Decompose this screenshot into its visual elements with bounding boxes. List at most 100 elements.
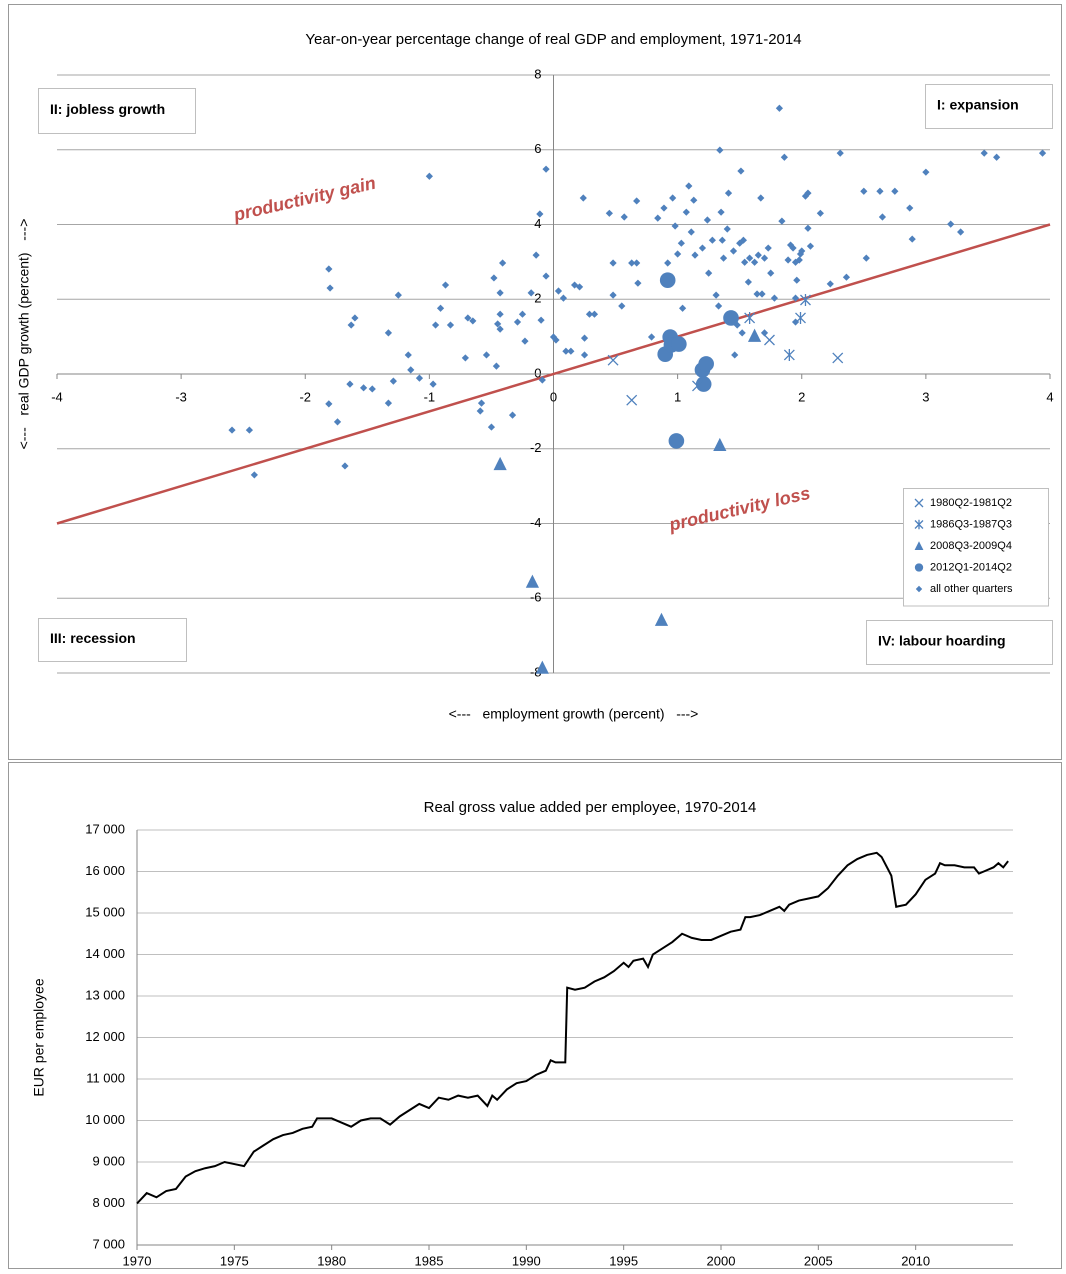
x-tick-label: 1995 <box>609 1253 638 1268</box>
x-tick-label: 1980 <box>317 1253 346 1268</box>
chart-title: Year-on-year percentage change of real G… <box>305 31 801 48</box>
point <box>607 354 619 366</box>
point <box>659 272 676 288</box>
point <box>862 254 870 262</box>
point <box>669 194 677 202</box>
y-tick-label: 14 000 <box>85 946 125 961</box>
point <box>660 204 668 212</box>
quadrant-label: IV: labour hoarding <box>878 633 1006 649</box>
point <box>326 284 334 292</box>
point <box>628 259 636 267</box>
point <box>671 222 679 230</box>
chart-frame <box>8 4 1062 760</box>
y-tick-label: 7 000 <box>92 1236 125 1251</box>
point <box>724 189 733 197</box>
point <box>692 380 703 392</box>
point <box>778 217 786 225</box>
chart-frame <box>8 762 1062 1269</box>
x-tick-label: 2010 <box>901 1253 930 1268</box>
point <box>490 274 498 282</box>
point <box>860 187 868 195</box>
point <box>562 347 570 355</box>
point <box>876 187 884 195</box>
point <box>922 168 930 176</box>
quadrant-label: II: jobless growth <box>50 101 165 117</box>
point <box>477 399 486 407</box>
point <box>245 426 253 434</box>
point <box>492 362 501 370</box>
point <box>767 269 775 277</box>
point <box>532 251 540 259</box>
point <box>464 314 472 322</box>
y-tick-label: -6 <box>530 590 542 605</box>
point <box>341 462 349 470</box>
point <box>425 172 433 180</box>
point <box>723 310 739 326</box>
point <box>713 437 727 452</box>
x-tick-label: -4 <box>51 389 63 404</box>
point <box>800 293 811 306</box>
point <box>906 204 914 212</box>
point <box>525 574 539 588</box>
point <box>695 376 712 392</box>
point <box>993 153 1001 161</box>
x-tick-label: 3 <box>922 389 929 404</box>
point <box>325 400 333 408</box>
point <box>783 348 795 361</box>
point <box>789 244 797 252</box>
point <box>1038 149 1047 157</box>
point <box>487 423 496 431</box>
point <box>980 149 988 157</box>
point <box>668 433 685 449</box>
y-tick-label: 16 000 <box>85 863 125 878</box>
point <box>554 287 563 295</box>
point <box>536 210 544 218</box>
y-tick-label: 4 <box>534 216 541 231</box>
x-tick-label: 1970 <box>123 1253 152 1268</box>
point <box>750 258 759 266</box>
point <box>842 273 851 281</box>
point <box>791 258 800 266</box>
point <box>567 347 575 355</box>
x-tick-label: 2 <box>798 389 805 404</box>
point <box>384 399 393 407</box>
point <box>664 259 672 267</box>
point <box>682 208 690 216</box>
point <box>618 302 626 310</box>
point <box>389 377 397 385</box>
point <box>476 407 484 415</box>
point <box>891 187 899 195</box>
y-tick-label: 13 000 <box>85 987 125 1002</box>
y-tick-label: 8 000 <box>92 1195 125 1210</box>
point <box>542 272 550 280</box>
point <box>753 290 761 298</box>
point <box>717 208 725 216</box>
point <box>754 251 762 259</box>
point <box>698 356 714 372</box>
point <box>404 351 412 359</box>
point <box>733 321 741 329</box>
point <box>878 213 887 221</box>
point <box>429 380 437 388</box>
x-tick-label: -3 <box>175 389 187 404</box>
point <box>431 321 440 329</box>
point <box>698 244 707 252</box>
point <box>714 302 723 310</box>
point <box>496 310 504 318</box>
point <box>461 354 469 362</box>
point <box>585 310 594 318</box>
legend-marker <box>914 563 924 572</box>
point <box>647 333 656 341</box>
y-tick-label: 15 000 <box>85 904 125 919</box>
point <box>739 236 748 244</box>
point <box>609 259 617 267</box>
point <box>559 294 568 302</box>
point <box>537 316 545 324</box>
point <box>793 276 801 284</box>
x-tick-label: -1 <box>424 389 436 404</box>
point <box>654 214 662 222</box>
point <box>795 311 806 324</box>
point <box>791 294 800 302</box>
y-tick-label: -4 <box>530 515 542 530</box>
